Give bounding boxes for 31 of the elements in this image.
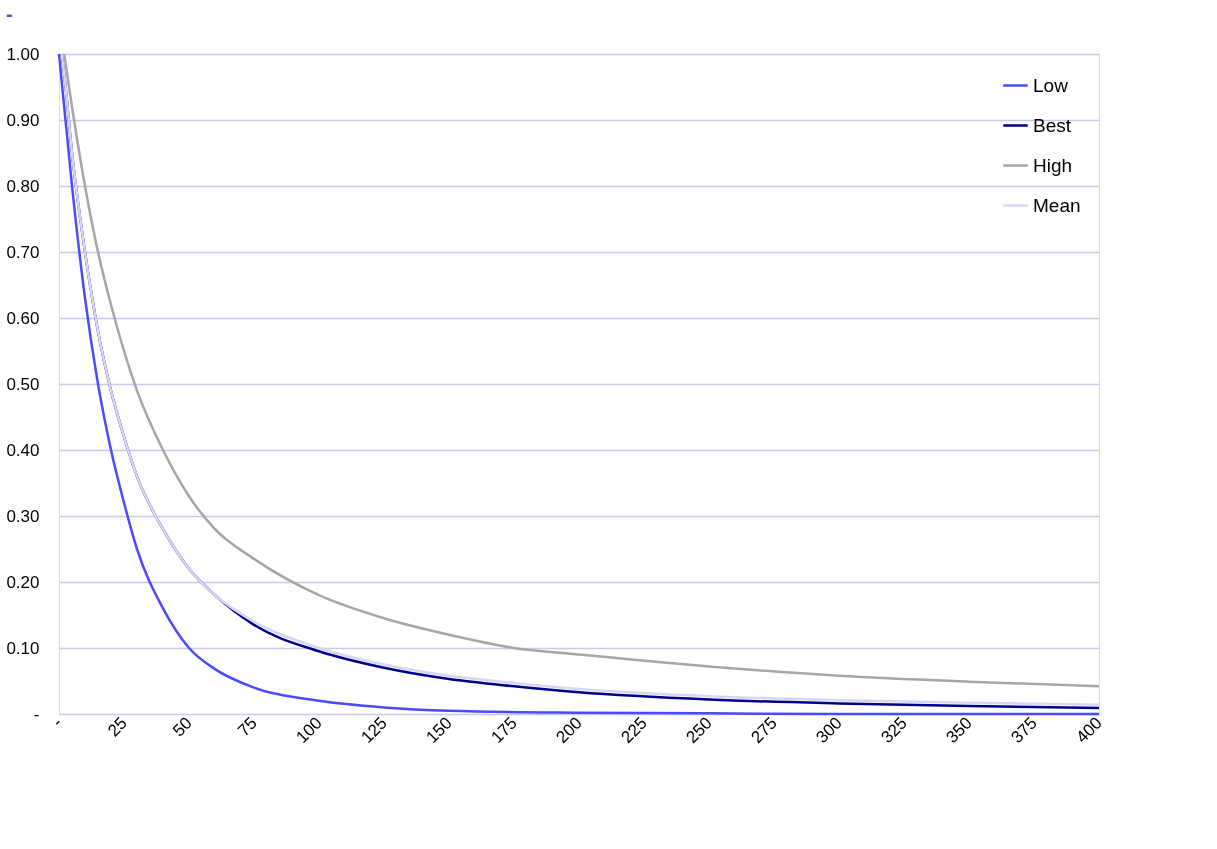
- x-tick-label: 50: [169, 713, 196, 741]
- x-tick-label: 150: [422, 713, 456, 747]
- x-tick-label: 200: [552, 713, 586, 747]
- legend-label: Mean: [1033, 194, 1081, 216]
- x-tick-label: 175: [487, 713, 521, 747]
- y-tick-label: 0.60: [6, 308, 40, 328]
- y-tick-label: 0.10: [6, 638, 40, 658]
- y-tick-label: 1.00: [6, 44, 40, 64]
- y-tick-label: 0.30: [6, 506, 40, 526]
- y-tick-label: 0.40: [6, 440, 40, 460]
- x-tick-label: -: [48, 713, 66, 731]
- y-tick-label: 0.50: [6, 374, 40, 394]
- y-tick-label: 0.90: [6, 110, 40, 130]
- y-tick-label: 0.20: [6, 572, 40, 592]
- x-tick-label: 100: [292, 713, 326, 747]
- x-tick-label: 325: [877, 713, 911, 747]
- legend-label: Low: [1033, 74, 1069, 96]
- x-tick-label: 225: [617, 713, 651, 747]
- x-tick-label: 300: [812, 713, 846, 747]
- x-tick-label: 75: [234, 713, 261, 741]
- x-tick-label: 350: [942, 713, 976, 747]
- y-tick-label: 0.80: [6, 176, 40, 196]
- x-tick-label: 400: [1072, 713, 1106, 747]
- x-tick-label: 275: [747, 713, 781, 747]
- x-tick-label: 125: [357, 713, 391, 747]
- y-tick-label: 0.70: [6, 242, 40, 262]
- legend-label: High: [1033, 154, 1073, 176]
- x-tick-label: 25: [104, 713, 131, 741]
- x-tick-label: 375: [1007, 713, 1041, 747]
- legend-label: Best: [1033, 114, 1072, 136]
- x-tick-label: 250: [682, 713, 716, 747]
